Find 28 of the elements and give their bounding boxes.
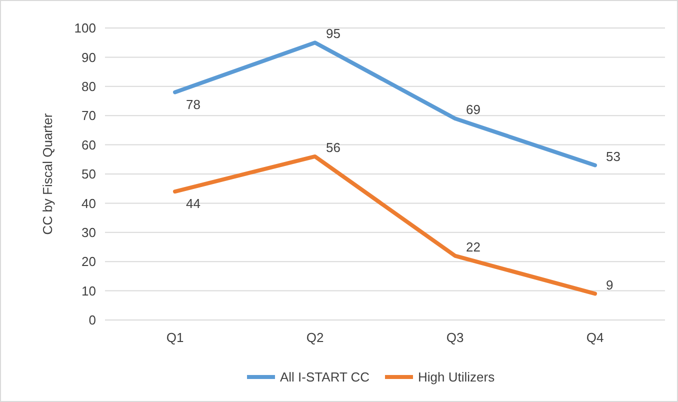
y-tick-label: 70 xyxy=(82,108,96,124)
y-tick-label: 40 xyxy=(82,196,96,211)
y-tick-label: 10 xyxy=(82,283,96,298)
data-label: 78 xyxy=(186,96,200,112)
y-tick-label: 20 xyxy=(82,254,96,270)
legend-label: All I-START CC xyxy=(280,370,370,385)
x-tick-label: Q4 xyxy=(586,330,604,345)
y-tick-label: 80 xyxy=(82,78,96,94)
legend-label: High Utilizers xyxy=(418,370,496,385)
x-tick-label: Q3 xyxy=(446,330,464,345)
line-series xyxy=(173,154,597,296)
data-label: 53 xyxy=(606,148,620,164)
data-label: 44 xyxy=(186,196,200,212)
data-label: 9 xyxy=(606,277,614,292)
y-tick-label: 0 xyxy=(88,312,96,328)
line-series xyxy=(173,40,597,168)
y-tick-label: 90 xyxy=(82,50,96,65)
y-tick-label: 100 xyxy=(74,20,96,36)
y-tick-label: 60 xyxy=(82,137,96,152)
data-label: 22 xyxy=(466,239,480,254)
x-tick-label: Q2 xyxy=(306,330,324,345)
data-label: 95 xyxy=(326,26,340,42)
data-label: 56 xyxy=(326,140,340,156)
data-label: 69 xyxy=(466,102,480,118)
y-axis-title: CC by Fiscal Quarter xyxy=(40,112,55,235)
x-tick-label: Q1 xyxy=(166,330,184,345)
y-tick-label: 50 xyxy=(82,166,96,182)
y-tick-label: 30 xyxy=(82,224,96,240)
